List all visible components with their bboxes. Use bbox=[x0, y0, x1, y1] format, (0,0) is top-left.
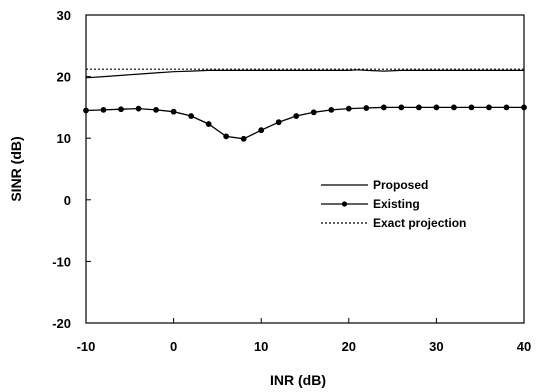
data-point-existing bbox=[328, 106, 335, 113]
legend-marker-existing bbox=[341, 201, 348, 207]
data-point-existing bbox=[275, 119, 282, 126]
x-axis-title: INR (dB) bbox=[270, 372, 326, 388]
legend-label-existing: Existing bbox=[373, 197, 420, 211]
data-point-existing bbox=[188, 113, 195, 119]
y-tick-label: 0 bbox=[64, 193, 71, 208]
data-point-existing bbox=[293, 113, 300, 119]
data-point-existing bbox=[521, 104, 527, 111]
data-point-existing bbox=[153, 106, 159, 113]
x-tick-label: 20 bbox=[342, 339, 356, 354]
y-axis-title: SINR (dB) bbox=[8, 136, 24, 201]
data-point-existing bbox=[503, 104, 510, 111]
axis-ticks: -10 0 10 20 30 40 -20 -10 0 10 20 30 bbox=[52, 8, 531, 354]
data-point-existing bbox=[415, 104, 422, 111]
x-tick-label: 40 bbox=[517, 339, 531, 354]
x-tick-label: 0 bbox=[170, 339, 177, 354]
data-point-existing bbox=[486, 104, 492, 111]
data-point-existing bbox=[451, 104, 457, 111]
data-point-existing bbox=[205, 121, 212, 127]
data-point-existing bbox=[345, 105, 352, 112]
x-tick-label: 30 bbox=[429, 339, 443, 354]
data-point-existing bbox=[468, 104, 475, 111]
data-point-existing bbox=[240, 135, 247, 142]
data-point-existing bbox=[380, 104, 387, 111]
x-tick-label: 10 bbox=[254, 339, 268, 354]
y-tick-label: 10 bbox=[57, 131, 71, 146]
data-point-existing bbox=[258, 127, 265, 134]
y-tick-label: -10 bbox=[52, 254, 71, 269]
data-point-existing bbox=[363, 105, 370, 111]
data-point-existing bbox=[223, 133, 230, 140]
data-point-existing bbox=[433, 104, 440, 111]
data-point-existing bbox=[398, 104, 405, 111]
legend-label-proposed: Proposed bbox=[373, 178, 428, 192]
series-layer bbox=[83, 68, 527, 142]
legend-label-exact-projection: Exact projection bbox=[373, 216, 466, 230]
data-point-existing bbox=[310, 109, 317, 116]
data-point-existing bbox=[83, 107, 89, 114]
x-tick-label: -10 bbox=[77, 339, 96, 354]
data-point-existing bbox=[135, 105, 142, 112]
series-line-proposed bbox=[85, 69, 524, 79]
y-tick-label: 20 bbox=[57, 70, 71, 85]
data-point-existing bbox=[170, 108, 177, 115]
plot-frame bbox=[85, 14, 525, 324]
series-line-existing bbox=[85, 106, 524, 140]
data-point-existing bbox=[100, 106, 107, 113]
y-tick-label: -20 bbox=[52, 316, 71, 331]
data-point-existing bbox=[118, 106, 124, 113]
y-tick-label: 30 bbox=[57, 8, 71, 23]
legend: Proposed Existing Exact projection bbox=[321, 178, 466, 230]
